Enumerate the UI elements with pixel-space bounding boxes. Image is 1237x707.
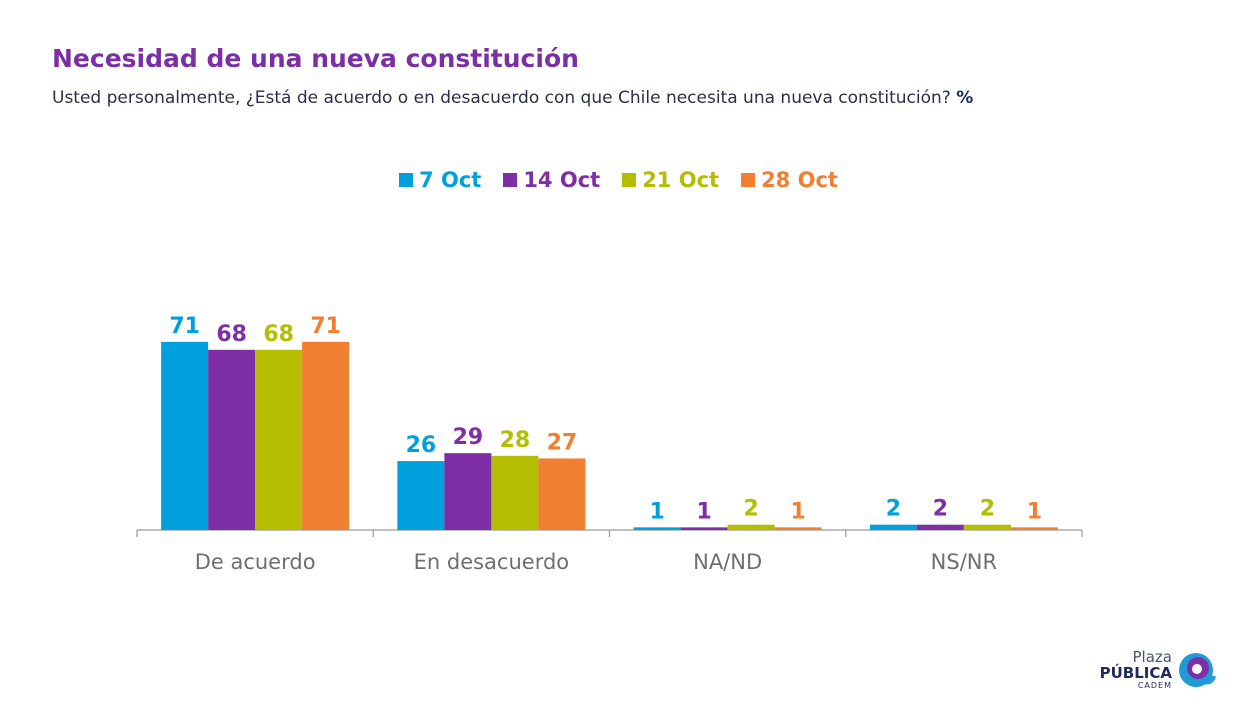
- subtitle-unit: %: [956, 88, 974, 108]
- bar: [444, 453, 492, 530]
- bar: [302, 341, 350, 530]
- data-label: 2: [743, 497, 758, 522]
- data-label: 1: [696, 499, 711, 524]
- bar: [208, 349, 256, 530]
- bar: [161, 341, 209, 530]
- logo-text-plaza: Plaza: [1132, 648, 1172, 666]
- data-label: 1: [790, 499, 805, 524]
- chart-subtitle: Usted personalmente, ¿Está de acuerdo o …: [52, 88, 973, 108]
- data-label: 29: [453, 425, 484, 450]
- legend-item: 21 Oct: [622, 168, 719, 192]
- data-label: 1: [1027, 499, 1042, 524]
- bar: [869, 524, 917, 530]
- data-label: 2: [933, 497, 948, 522]
- data-label: 1: [649, 499, 664, 524]
- legend-label: 28 Oct: [761, 168, 838, 192]
- data-label: 26: [406, 433, 437, 458]
- legend-label: 21 Oct: [642, 168, 720, 192]
- legend-item: 14 Oct: [503, 168, 600, 192]
- data-label: 27: [547, 430, 578, 455]
- category-label: NS/NR: [931, 550, 997, 574]
- bar: [538, 458, 586, 530]
- logo-swirl-icon: [1179, 653, 1216, 687]
- category-label: NA/ND: [693, 550, 762, 574]
- bar: [1010, 527, 1058, 530]
- plaza-publica-logo: Plaza PÚBLICA CADEM: [1098, 648, 1220, 694]
- bar: [963, 524, 1011, 530]
- chart-legend: 7 Oct 14 Oct 21 Oct 28 Oct: [0, 168, 1237, 192]
- legend-swatch: [399, 173, 414, 187]
- data-label: 68: [263, 322, 294, 347]
- data-label: 28: [500, 428, 531, 453]
- legend-swatch: [503, 173, 518, 187]
- bar: [491, 455, 539, 530]
- legend-item: 28 Oct: [741, 168, 838, 192]
- logo-text-publica: PÚBLICA: [1099, 664, 1172, 682]
- data-label: 68: [216, 322, 247, 347]
- bar: [633, 527, 681, 530]
- bar: [397, 461, 445, 530]
- bar: [916, 524, 964, 530]
- subtitle-text: Usted personalmente, ¿Está de acuerdo o …: [52, 88, 951, 108]
- data-label: 2: [886, 497, 901, 522]
- legend-swatch: [622, 173, 637, 187]
- legend-label: 14 Oct: [523, 168, 601, 192]
- data-label: 71: [310, 314, 341, 339]
- bar: [255, 349, 303, 530]
- data-label: 71: [169, 314, 200, 339]
- logo-text-cadem: CADEM: [1137, 681, 1172, 690]
- bar: [727, 524, 775, 530]
- legend-label: 7 Oct: [419, 168, 482, 192]
- category-label: En desacuerdo: [414, 550, 570, 574]
- data-label: 2: [980, 497, 995, 522]
- category-label: De acuerdo: [195, 550, 316, 574]
- legend-item: 7 Oct: [399, 168, 481, 192]
- bar: [774, 527, 822, 530]
- bar: [680, 527, 728, 530]
- chart-title: Necesidad de una nueva constitución: [52, 44, 579, 73]
- legend-swatch: [741, 173, 756, 187]
